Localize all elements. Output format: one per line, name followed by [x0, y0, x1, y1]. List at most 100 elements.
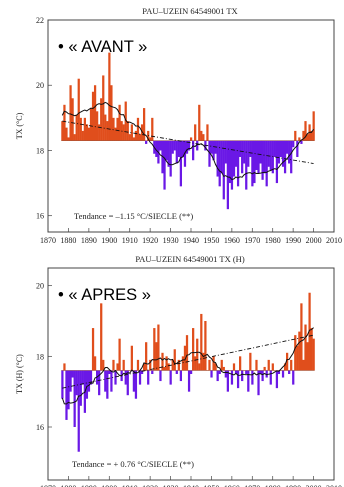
x-tick-label: 1910 [122, 236, 138, 245]
bar [269, 370, 272, 385]
bar [304, 121, 307, 141]
bar [163, 366, 166, 371]
x-tick-label: 1870 [40, 484, 56, 487]
bar [87, 127, 91, 141]
bar [230, 370, 234, 385]
y-tick-label: 18 [36, 352, 44, 361]
bar [149, 137, 152, 141]
bar [253, 140, 256, 184]
bar [285, 140, 289, 154]
bar [241, 370, 244, 382]
bars-group [61, 292, 315, 452]
bar [290, 359, 293, 371]
bar [263, 140, 266, 174]
bar [265, 370, 268, 378]
bar [267, 140, 270, 167]
bar [173, 140, 176, 151]
bar [312, 338, 315, 371]
bar [218, 140, 221, 187]
bar [177, 140, 180, 157]
bar [130, 345, 133, 371]
bar [157, 324, 160, 371]
bar [261, 370, 264, 382]
bar [290, 140, 293, 174]
bar [224, 370, 227, 378]
panel-label: • « AVANT » [58, 38, 147, 56]
x-tick-label: 1970 [244, 236, 260, 245]
x-tick-label: 1990 [285, 484, 301, 487]
axis-ticks: 1870 1880 1890 1900 1910 1920 1930 1940 1950 1960… [36, 16, 342, 245]
bar [67, 137, 70, 141]
bar [194, 124, 197, 141]
bar [236, 140, 240, 187]
bars-group [61, 52, 315, 210]
bar [79, 370, 82, 406]
bar [241, 140, 244, 174]
bar [118, 104, 121, 141]
bar [100, 303, 103, 371]
bar [167, 140, 170, 167]
bar [153, 328, 156, 371]
bar [81, 370, 84, 385]
bar [71, 98, 74, 141]
bar [204, 321, 207, 371]
bar [114, 370, 117, 385]
bar [73, 370, 76, 427]
bar [175, 140, 178, 164]
bar [87, 370, 91, 392]
bar [145, 342, 148, 371]
x-tick-label: 2000 [306, 484, 322, 487]
bar [61, 370, 64, 399]
bar [212, 356, 215, 371]
bar [177, 359, 180, 371]
bar [134, 370, 138, 399]
x-tick-label: 1900 [101, 484, 117, 487]
bar [79, 117, 82, 141]
bar [210, 370, 213, 378]
bar [124, 101, 127, 141]
bar [277, 370, 281, 374]
bar [77, 78, 80, 141]
bar [128, 134, 131, 141]
bar [126, 121, 129, 141]
bar [114, 127, 117, 141]
bar [283, 140, 287, 174]
panel-label-text: « APRES » [68, 286, 151, 304]
x-tick-label: 1950 [203, 484, 219, 487]
bar [247, 140, 250, 167]
bar [194, 356, 197, 371]
bar [236, 370, 240, 389]
bar [300, 140, 303, 144]
bar [310, 130, 313, 141]
bar [255, 359, 258, 371]
panel-label-text: « AVANT » [68, 38, 147, 56]
bar [187, 370, 191, 392]
bar [189, 137, 193, 141]
x-tick-label: 1940 [183, 236, 199, 245]
bar [296, 345, 299, 371]
bar [228, 140, 232, 184]
panel-label: • « APRES » [58, 286, 151, 304]
bar [63, 363, 66, 371]
bar [169, 370, 172, 385]
bar [151, 370, 154, 374]
y-tick-label: 16 [36, 212, 44, 221]
y-tick-label: 22 [36, 16, 44, 25]
bar [218, 370, 221, 374]
bar [232, 363, 236, 371]
bar [273, 140, 276, 157]
bar [169, 140, 172, 177]
bar [122, 359, 125, 371]
bar [69, 85, 72, 141]
bar [257, 370, 260, 396]
bar [292, 370, 295, 385]
bar [167, 363, 170, 371]
bar [294, 130, 297, 141]
bar [304, 324, 307, 371]
bar [91, 91, 95, 141]
x-tick-label: 1880 [60, 484, 76, 487]
bar [285, 352, 289, 371]
chart-title: PAU–UZEIN 64549001 TX (H) [135, 254, 244, 264]
bar [275, 370, 279, 389]
trend-annotation: Tendance = + 0.76 °C/SIECLE (**) [72, 459, 194, 469]
